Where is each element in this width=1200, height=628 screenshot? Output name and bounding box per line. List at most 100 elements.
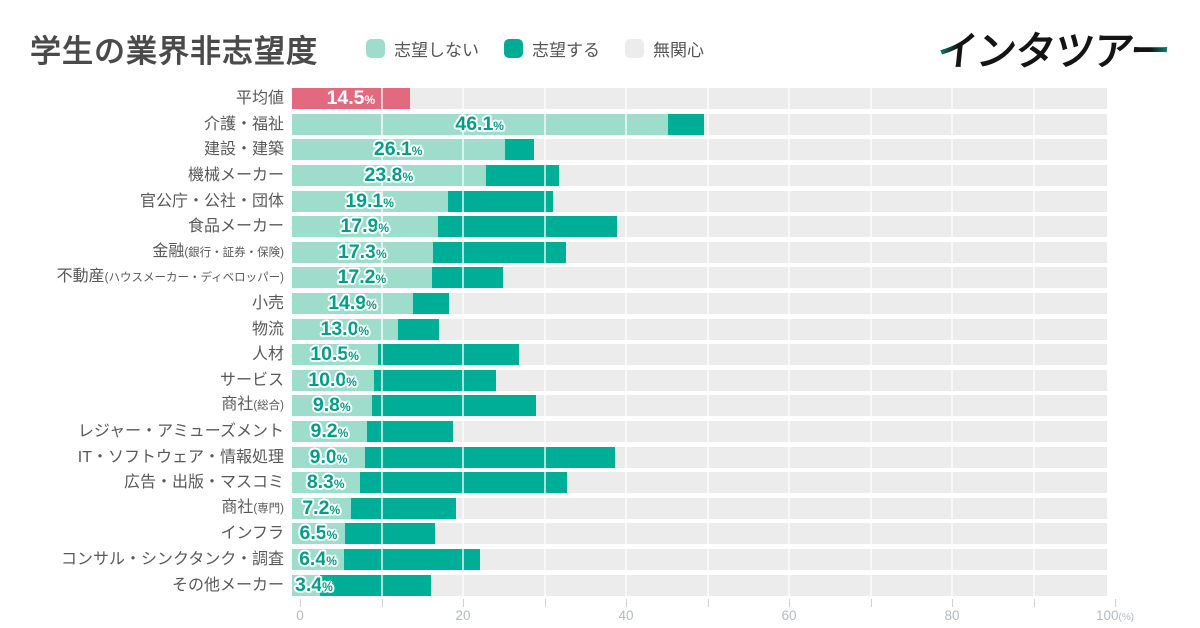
table-row: 物流 13.0%	[0, 316, 1200, 342]
table-row: 平均値 14.5%	[0, 86, 1200, 112]
not-aspire-bar-segment	[292, 369, 374, 391]
table-row: コンサル・シンクタンク・調査 6.4%	[0, 547, 1200, 573]
aspire-bar-segment	[365, 446, 615, 468]
axis-tick	[707, 599, 709, 607]
aspire-bar-segment	[447, 190, 553, 212]
category-label: レジャー・アミューズメント	[77, 423, 284, 441]
value-label: 17.9%	[340, 215, 390, 238]
axis-tick	[789, 599, 790, 607]
value-label: 17.2%	[337, 266, 387, 289]
value-label: 6.5%	[299, 522, 338, 545]
not-aspire-bar-segment	[292, 574, 320, 596]
category-label: 小売	[251, 295, 284, 313]
table-row: 官公庁・公社・団体 19.1%	[0, 188, 1200, 214]
not-aspire-bar-segment	[292, 523, 345, 545]
axis-tick-label: 80	[944, 608, 960, 623]
aspire-bar-segment	[667, 113, 704, 135]
table-row: 金融(銀行・証券・保険) 17.3%	[0, 240, 1200, 266]
table-row: 不動産(ハウスメーカー・ディベロッパー) 17.2%	[0, 265, 1200, 291]
category-label: 介護・福祉	[203, 115, 284, 133]
aspire-bar-segment	[377, 344, 519, 366]
category-label: 商社(専門)	[221, 498, 284, 516]
not-aspire-bar-segment	[292, 139, 505, 161]
axis-tick	[626, 599, 627, 607]
legend-swatch-not-aspire-icon	[366, 38, 385, 58]
value-label: 19.1%	[345, 189, 394, 212]
bar-track: 9.8%	[292, 394, 1107, 417]
not-aspire-bar-segment	[292, 421, 367, 443]
table-row: レジャー・アミューズメント 9.2%	[0, 419, 1200, 445]
aspire-bar-segment	[432, 241, 566, 263]
category-label: 建設・建築	[203, 141, 284, 159]
axis-tick	[952, 599, 953, 607]
aspire-bar-segment	[371, 395, 536, 417]
table-row: 小売 14.9%	[0, 291, 1200, 317]
category-label: 平均値	[235, 90, 284, 108]
category-sublabel: (専門)	[253, 502, 284, 515]
aspire-bar-segment	[366, 421, 454, 443]
axis-tick-label: 20	[455, 608, 471, 623]
legend-label: 志望しない	[394, 40, 479, 60]
not-aspire-bar-segment	[292, 446, 366, 468]
aspire-bar-segment	[373, 369, 496, 391]
not-aspire-bar-segment	[292, 267, 433, 289]
value-label: 9.8%	[312, 394, 351, 417]
legend-label: 無関心	[653, 40, 704, 60]
value-label: 7.2%	[302, 496, 341, 519]
bar-track: 3.4%	[292, 574, 1107, 596]
chart-legend: 志望しない 志望する 無関心	[366, 36, 704, 61]
legend-item-indifferent: 無関心	[625, 36, 704, 61]
table-row: その他メーカー 3.4%	[0, 572, 1200, 598]
table-row: サービス 10.0%	[0, 368, 1200, 394]
not-aspire-bar-segment	[292, 113, 668, 135]
legend-label: 志望する	[532, 40, 600, 60]
not-aspire-bar-segment	[292, 548, 345, 570]
value-label: 9.2%	[310, 420, 349, 443]
not-aspire-bar-segment	[292, 293, 414, 315]
aspire-bar-segment	[397, 318, 439, 340]
value-label: 8.3%	[306, 471, 345, 494]
value-label: 46.1%	[455, 112, 504, 135]
not-aspire-bar-segment	[292, 190, 448, 212]
table-row: 商社(総合) 9.8%	[0, 393, 1200, 419]
legend-item-aspire: 志望する	[504, 36, 600, 61]
bar-track: 17.2%	[292, 266, 1107, 289]
intatour-logo: インタツアー	[935, 19, 1173, 77]
aspire-bar-segment	[413, 293, 450, 315]
category-label: 金融(銀行・証券・保険)	[152, 242, 284, 260]
category-label: 機械メーカー	[187, 167, 284, 185]
axis-tick	[381, 599, 383, 607]
bar-track: 9.2%	[292, 420, 1107, 443]
axis-tick	[870, 599, 872, 607]
category-label: 官公庁・公社・団体	[139, 192, 284, 210]
axis-tick	[300, 599, 301, 607]
aspire-bar-segment	[350, 497, 456, 519]
axis-tick	[463, 599, 464, 607]
category-label: 食品メーカー	[187, 218, 284, 236]
bar-track: 10.5%	[292, 344, 1107, 366]
not-aspire-bar-segment	[292, 472, 360, 494]
bar-track: 26.1%	[292, 139, 1107, 161]
value-label: 9.0%	[309, 445, 348, 468]
category-label: IT・ソフトウェア・情報処理	[77, 448, 284, 466]
category-sublabel: (ハウスメーカー・ディベロッパー)	[104, 272, 284, 285]
axis-tick	[544, 599, 546, 607]
axis-tick-label: 0	[296, 608, 304, 623]
category-sublabel: (銀行・証券・保険)	[184, 246, 284, 259]
value-label: 13.0%	[320, 317, 370, 340]
category-label: サービス	[219, 371, 284, 389]
bar-track: 6.5%	[292, 522, 1107, 545]
not-aspire-bar-segment	[292, 344, 378, 366]
aspire-bar-segment	[437, 216, 618, 238]
not-aspire-bar-segment	[292, 497, 351, 519]
chart-rows: 平均値 14.5% 介護・福祉 46.1% 建設・建築 26.1% 機械メーカー 23.8% 官…	[0, 86, 1200, 598]
bar-track: 13.0%	[292, 317, 1107, 340]
bar-track: 6.4%	[292, 547, 1107, 570]
value-label: 17.3%	[337, 240, 387, 263]
value-label: 23.8%	[364, 164, 414, 187]
table-row: インフラ 6.5%	[0, 521, 1200, 547]
table-row: 商社(専門) 7.2%	[0, 496, 1200, 522]
value-label: 6.4%	[299, 547, 337, 570]
table-row: 機械メーカー 23.8%	[0, 163, 1200, 189]
